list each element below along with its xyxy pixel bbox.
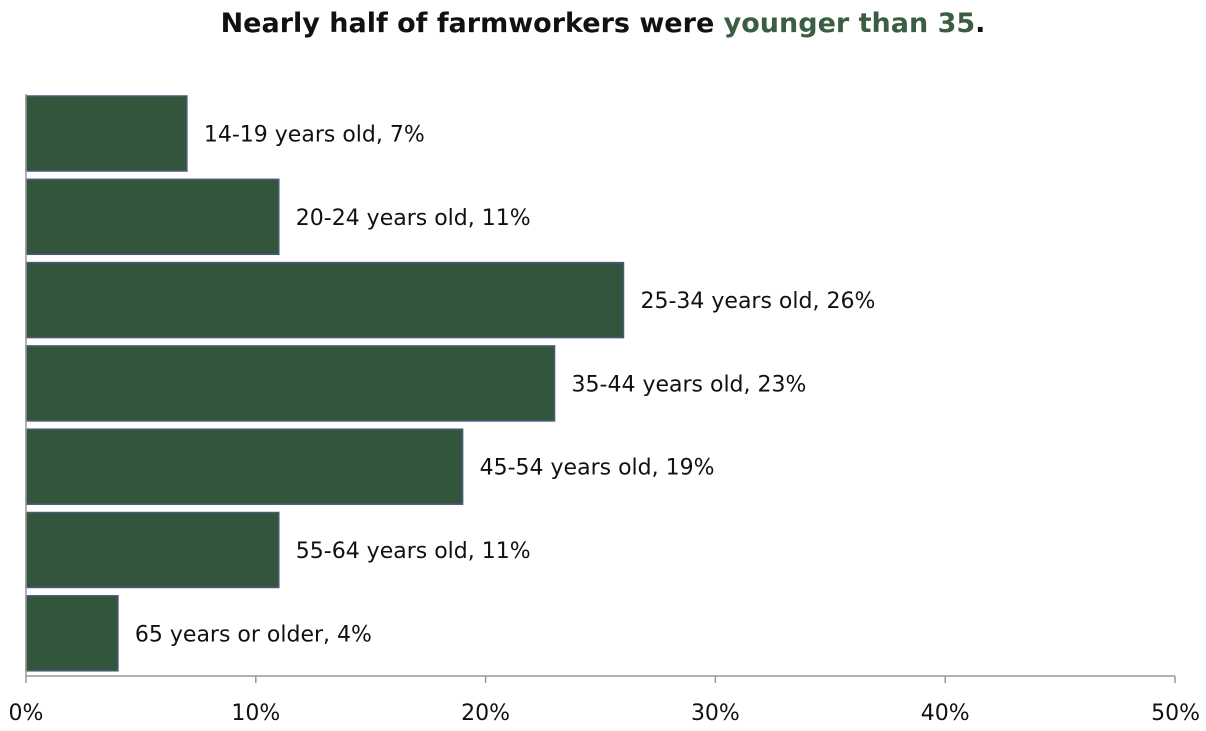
- data-label-3: 25-34 years old, 26%: [640, 289, 875, 314]
- data-label-1: 14-19 years old, 7%: [204, 123, 425, 148]
- data-label-6: 55-64 years old, 11%: [296, 539, 531, 564]
- bar-5: [25, 428, 464, 505]
- bar-3: [25, 261, 625, 339]
- x-tick-label-1: 0%: [9, 701, 44, 726]
- bar-7: [25, 595, 119, 672]
- x-tick-label-2: 10%: [231, 701, 280, 726]
- chart-title-highlight: younger than 35: [723, 8, 976, 39]
- data-label-5: 45-54 years old, 19%: [480, 456, 715, 481]
- data-label-2: 20-24 years old, 11%: [296, 206, 531, 231]
- chart-title-prefix: Nearly half of farmworkers were: [220, 8, 724, 39]
- bar-1: [25, 95, 188, 172]
- chart-title-suffix: .: [975, 8, 986, 39]
- x-tick-label-6: 50%: [1151, 701, 1200, 726]
- x-tick-label-3: 20%: [461, 701, 510, 726]
- bar-6: [25, 511, 280, 589]
- data-label-7: 65 years or older, 4%: [135, 622, 372, 647]
- chart-title: Nearly half of farmworkers were younger …: [0, 8, 1206, 39]
- x-tick-label-4: 30%: [691, 701, 740, 726]
- bar-2: [25, 178, 280, 256]
- x-tick-label-5: 40%: [921, 701, 970, 726]
- bar-4: [25, 345, 556, 422]
- data-label-4: 35-44 years old, 23%: [572, 372, 807, 397]
